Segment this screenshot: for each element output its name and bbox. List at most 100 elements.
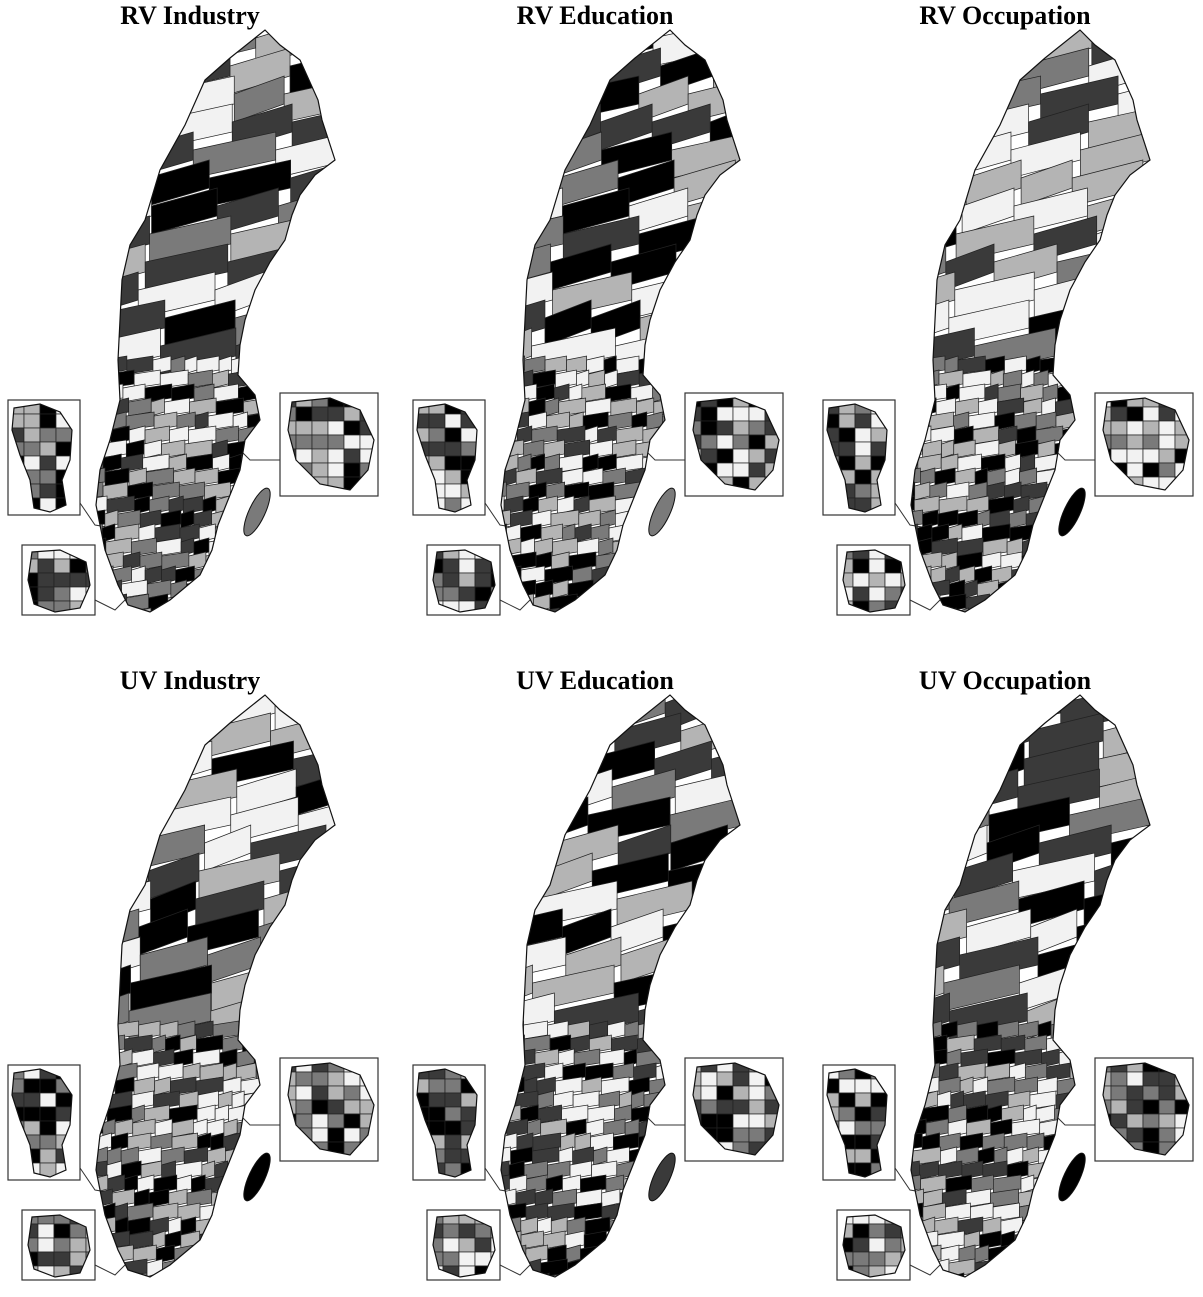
region: [744, 1231, 760, 1249]
region: [686, 1231, 698, 1249]
region: [344, 608, 360, 626]
region: [701, 1100, 717, 1114]
region: [194, 1245, 212, 1263]
region: [688, 580, 703, 598]
region: [917, 608, 938, 626]
region: [1134, 566, 1148, 584]
region: [895, 797, 941, 843]
region: [70, 1238, 86, 1252]
region: [1100, 524, 1113, 542]
region: [855, 484, 871, 498]
region: [895, 937, 960, 983]
region: [485, 76, 556, 122]
region: [312, 1114, 328, 1128]
region: [1113, 370, 1139, 388]
region: [718, 1231, 745, 1249]
region: [236, 580, 257, 598]
region: [268, 1035, 285, 1053]
region: [1064, 468, 1088, 486]
region: [656, 622, 670, 640]
region: [885, 1238, 901, 1252]
region: [261, 1021, 288, 1039]
region: [279, 1203, 304, 1221]
region: [316, 937, 370, 983]
region: [1057, 1259, 1081, 1277]
region: [722, 496, 747, 514]
region: [1152, 188, 1203, 234]
region: [556, 622, 572, 640]
region: [445, 414, 461, 428]
region: [242, 454, 260, 472]
region: [312, 421, 328, 435]
region: [648, 1287, 674, 1297]
region: [855, 456, 871, 470]
region: [895, 1287, 913, 1297]
region: [1070, 594, 1087, 612]
region: [1041, 1231, 1065, 1249]
region: [839, 1093, 855, 1107]
region: [1064, 1245, 1082, 1263]
region: [853, 559, 869, 573]
connector: [240, 1115, 280, 1125]
region: [1159, 463, 1175, 477]
region: [344, 1114, 360, 1128]
region: [720, 510, 743, 528]
region: [690, 1189, 715, 1207]
region: [429, 442, 445, 456]
region: [1127, 1100, 1143, 1114]
region: [345, 965, 408, 1011]
region: [915, 482, 930, 500]
region: [235, 622, 251, 640]
region: [344, 449, 360, 463]
region: [700, 496, 722, 514]
region: [667, 384, 685, 402]
region: [171, 580, 187, 598]
region: [310, 216, 380, 262]
region: [40, 456, 56, 470]
region: [1037, 1259, 1057, 1277]
region: [733, 1189, 759, 1207]
region: [624, 1175, 645, 1193]
region: [651, 1259, 677, 1277]
region: [328, 1072, 344, 1086]
region: [839, 428, 855, 442]
region: [700, 1021, 713, 1039]
region: [226, 1259, 252, 1277]
region: [485, 881, 534, 927]
region: [314, 20, 389, 66]
region: [485, 1133, 501, 1151]
region: [1098, 1035, 1117, 1053]
region: [1111, 435, 1127, 449]
region: [485, 1049, 510, 1067]
region: [708, 300, 761, 346]
region: [1082, 1245, 1096, 1263]
region: [1154, 1259, 1181, 1277]
connector: [95, 1265, 125, 1275]
region: [181, 1259, 200, 1277]
region: [485, 104, 553, 150]
region: [908, 1049, 923, 1067]
region: [271, 1231, 283, 1249]
region: [1071, 1049, 1096, 1067]
region: [226, 1273, 246, 1291]
region: [1149, 1175, 1163, 1193]
region: [344, 463, 360, 477]
region: [151, 608, 171, 626]
region: [304, 1273, 324, 1291]
connector: [910, 600, 940, 610]
region: [80, 20, 125, 66]
region: [257, 1119, 271, 1137]
region: [895, 412, 907, 430]
region: [1150, 797, 1198, 843]
region: [692, 881, 773, 927]
region: [964, 48, 1020, 94]
region: [307, 608, 321, 626]
region: [344, 1189, 365, 1207]
region: [629, 524, 644, 542]
region: [40, 484, 56, 498]
region: [737, 20, 804, 66]
region: [1150, 48, 1203, 94]
region: [725, 566, 748, 584]
region: [93, 1217, 116, 1235]
region: [1143, 407, 1159, 421]
